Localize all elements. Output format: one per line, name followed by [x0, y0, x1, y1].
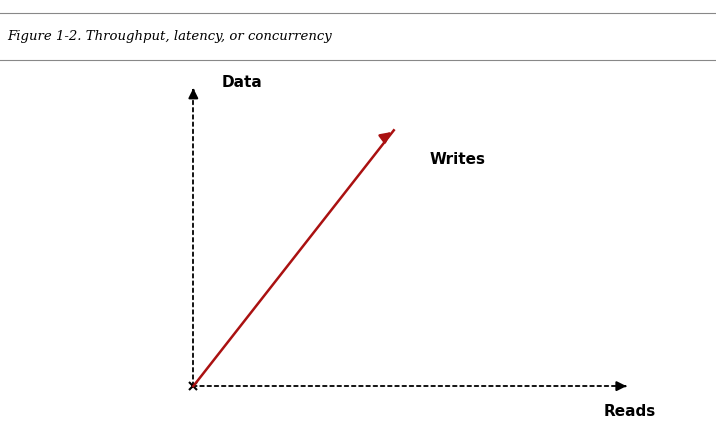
Text: Reads: Reads [604, 404, 656, 419]
Text: Writes: Writes [430, 152, 485, 167]
Text: Data: Data [222, 75, 263, 90]
Text: Figure 1-2. Throughput, latency, or concurrency: Figure 1-2. Throughput, latency, or conc… [7, 30, 332, 43]
